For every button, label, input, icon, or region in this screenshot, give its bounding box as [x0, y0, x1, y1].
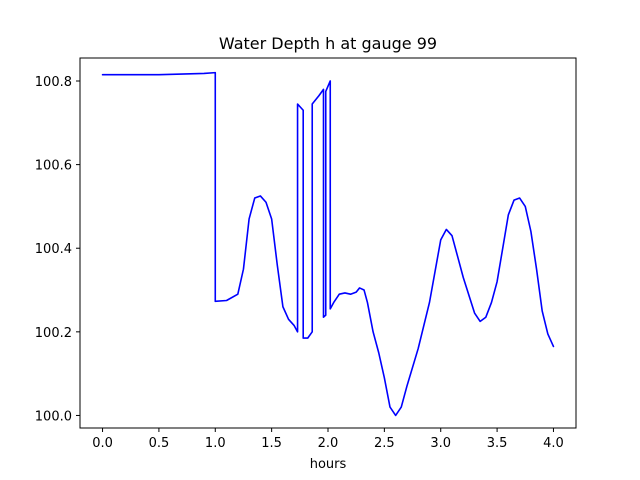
x-tick-label: 3.5	[487, 436, 508, 451]
y-tick-label: 100.4	[35, 242, 72, 257]
x-tick-label: 1.5	[261, 436, 282, 451]
plot-area	[101, 71, 555, 417]
x-tick-label: 2.5	[374, 436, 395, 451]
chart-title: Water Depth h at gauge 99	[219, 34, 437, 53]
y-tick-label: 100.8	[35, 75, 72, 90]
ticks-layer: 0.0 0.5 1.0 1.5 2.0 2.5 3.0 3.5 4.0 100.0 100.2 100…	[35, 75, 564, 451]
x-tick-label: 1.0	[205, 436, 226, 451]
series-layer	[101, 71, 555, 417]
plot-frame	[79, 57, 577, 429]
y-tick-label: 100.2	[35, 326, 72, 341]
y-tick-label: 100.6	[35, 159, 72, 174]
x-tick-label: 3.0	[430, 436, 451, 451]
x-tick-label: 4.0	[543, 436, 564, 451]
x-tick-label: 0.0	[92, 436, 113, 451]
x-axis-label: hours	[310, 457, 347, 472]
series-line-0	[101, 71, 555, 417]
x-tick-label: 2.0	[318, 436, 339, 451]
x-tick-label: 0.5	[149, 436, 170, 451]
y-tick-label: 100.0	[35, 409, 72, 424]
